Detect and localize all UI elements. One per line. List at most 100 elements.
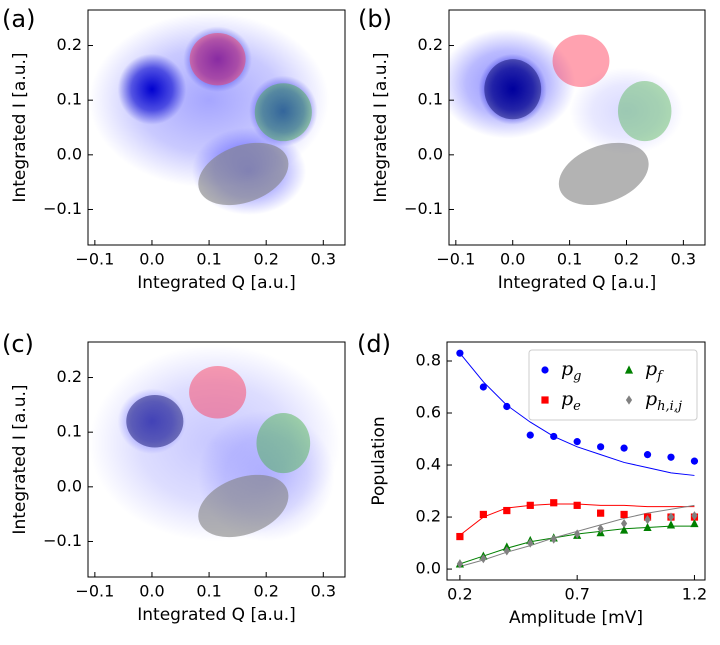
y-tick-label: 0.1 xyxy=(57,422,82,441)
axes-frame xyxy=(87,341,346,578)
y-axis-label: Integrated I [a.u.] xyxy=(10,52,30,202)
legend-label: pg xyxy=(561,358,582,384)
legend-subscript: h,i,j xyxy=(657,399,682,414)
point xyxy=(574,529,581,539)
panel-label: (c) xyxy=(2,330,34,358)
plot-area xyxy=(89,12,330,215)
point xyxy=(597,509,605,517)
y-tick-label: −0.1 xyxy=(43,531,82,550)
legend-name: p xyxy=(561,388,573,410)
x-tick-label: −0.1 xyxy=(75,250,114,269)
point xyxy=(620,518,628,529)
x-tick-label: 0.0 xyxy=(139,250,164,269)
y-tick-label: 0.0 xyxy=(416,559,441,578)
y-axis-label: Integrated I [a.u.] xyxy=(371,52,391,202)
y-tick-label: 0.2 xyxy=(57,367,82,386)
state-region xyxy=(126,395,184,448)
point xyxy=(503,506,511,515)
y-tick-label: 0.2 xyxy=(418,35,443,54)
point xyxy=(620,444,628,452)
state-region xyxy=(256,413,311,474)
state-region xyxy=(189,366,247,419)
point xyxy=(573,438,581,446)
legend-label: pf xyxy=(645,358,664,384)
y-tick-label: 0.0 xyxy=(418,144,443,163)
x-tick-label: 0.2 xyxy=(614,250,639,269)
x-tick-label: −0.1 xyxy=(436,250,475,269)
point-cloud xyxy=(117,53,187,125)
y-tick-label: 0.0 xyxy=(57,144,82,163)
legend-label: ph,i,j xyxy=(645,388,682,414)
point xyxy=(527,538,534,548)
point xyxy=(456,532,464,541)
x-tick-label: 0.3 xyxy=(311,582,336,601)
point xyxy=(666,520,676,529)
x-tick-label: 0.3 xyxy=(311,250,336,269)
panel-label: (b) xyxy=(358,5,392,33)
y-tick-label: 0.1 xyxy=(418,90,443,109)
point-cloud xyxy=(249,75,318,147)
state-region xyxy=(484,59,542,120)
x-axis-label: Integrated Q [a.u.] xyxy=(137,273,295,293)
axes-frame xyxy=(87,9,346,246)
x-tick-label: −0.1 xyxy=(75,582,114,601)
state-region xyxy=(558,142,649,206)
point-cloud xyxy=(117,388,187,455)
plot-area xyxy=(455,349,699,569)
y-axis-label: Integrated I [a.u.] xyxy=(10,384,30,534)
point xyxy=(503,546,510,556)
x-axis-label: Integrated Q [a.u.] xyxy=(498,273,656,293)
panel: −0.1 0.0 0.1 0.2 0.3 −0.1 0.0 0.1 0.2 Integrated … xyxy=(358,5,706,293)
point xyxy=(480,554,487,564)
x-tick-label: 0.1 xyxy=(196,582,221,601)
x-tick-label: 0.0 xyxy=(500,250,525,269)
x-tick-label: 0.1 xyxy=(196,250,221,269)
y-tick-label: −0.1 xyxy=(404,199,443,218)
plot-area xyxy=(89,344,341,542)
point xyxy=(597,443,605,451)
y-tick-label: 0.1 xyxy=(57,90,82,109)
x-axis-label: Amplitude [mV] xyxy=(509,608,643,628)
legend-label: pe xyxy=(561,388,581,414)
y-tick-label: 0.2 xyxy=(57,35,82,54)
point xyxy=(479,510,487,519)
legend-marker xyxy=(624,365,634,374)
point xyxy=(619,525,629,534)
x-tick-label: 0.3 xyxy=(671,250,696,269)
point xyxy=(597,524,604,534)
state-region xyxy=(617,81,672,142)
y-tick-label: 0.6 xyxy=(416,403,441,422)
y-tick-label: 0.4 xyxy=(416,455,441,474)
point xyxy=(690,518,699,528)
panel: −0.1 0.0 0.1 0.2 0.3 −0.1 0.0 0.1 0.2 Integrated … xyxy=(2,5,346,293)
x-tick-label: 0.2 xyxy=(447,585,472,604)
fit-line xyxy=(459,352,695,476)
point xyxy=(526,431,534,439)
point xyxy=(456,559,463,569)
point xyxy=(479,383,487,391)
legend-subscript: f xyxy=(656,369,664,384)
legend-marker xyxy=(625,395,633,405)
legend-marker xyxy=(541,396,549,404)
point xyxy=(550,432,558,441)
state-region xyxy=(552,34,610,88)
x-tick-label: 1.2 xyxy=(682,585,707,604)
x-tick-label: 0.2 xyxy=(253,250,278,269)
point xyxy=(573,501,581,509)
y-tick-label: 0.8 xyxy=(416,350,441,369)
plot-area xyxy=(449,29,684,206)
panel: −0.1 0.0 0.1 0.2 0.3 −0.1 0.0 0.1 0.2 Integrated … xyxy=(2,330,346,625)
state-region xyxy=(254,83,312,142)
point-cloud xyxy=(183,26,252,92)
state-region xyxy=(198,474,289,538)
point xyxy=(667,512,675,522)
legend-name: p xyxy=(645,358,657,380)
point xyxy=(620,510,628,519)
point-cloud xyxy=(478,53,547,125)
y-tick-label: 0.2 xyxy=(416,507,441,526)
y-tick-label: −0.1 xyxy=(43,199,82,218)
legend-marker xyxy=(541,366,549,374)
point xyxy=(691,511,698,521)
point xyxy=(643,451,652,459)
state-region xyxy=(189,32,246,86)
